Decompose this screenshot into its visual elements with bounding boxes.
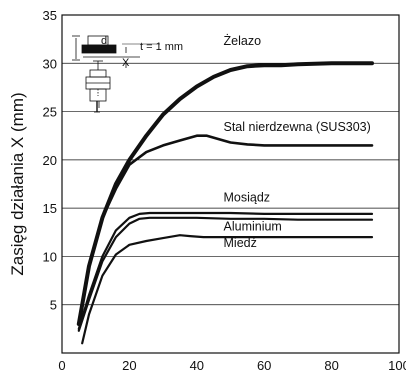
y-tick-label: 30 [43, 56, 57, 71]
x-tick-label: 60 [257, 358, 271, 373]
tick-labels: 5 10 15 20 25 30 35 0 20 40 60 80 100 [43, 8, 406, 373]
diameter-label: d [101, 35, 107, 47]
y-axis-label: Zasięg działania X (mm) [8, 92, 27, 275]
sensor-diagram [72, 35, 160, 113]
series-lines [76, 61, 374, 345]
y-tick-label: 5 [50, 298, 57, 313]
series-label: Miedź [224, 236, 257, 250]
distance-label: X [122, 57, 130, 69]
series-label: Żelazo [224, 34, 262, 48]
series-line [81, 234, 374, 345]
grid-lines [62, 62, 399, 306]
thickness-label: t = 1 mm [140, 41, 183, 53]
x-tick-label: 100 [388, 358, 406, 373]
x-tick-label: 0 [58, 358, 65, 373]
y-tick-label: 25 [43, 105, 57, 120]
plot-frame [61, 14, 400, 354]
series-line [77, 134, 374, 326]
series-line [77, 216, 374, 332]
y-tick-label: 15 [43, 201, 57, 216]
series-label: Aluminium [224, 219, 282, 233]
y-tick-label: 35 [43, 8, 57, 23]
y-tick-label: 20 [43, 153, 57, 168]
y-tick-label: 10 [43, 249, 57, 264]
series-line [77, 211, 374, 330]
series-label: Stal nierdzewna (SUS303) [224, 120, 371, 134]
series-labels: Żelazo Stal nierdzewna (SUS303) Mosiądz Alu… [224, 34, 371, 250]
x-tick-label: 80 [324, 358, 338, 373]
x-tick-label: 40 [190, 358, 204, 373]
series-label: Mosiądz [224, 191, 271, 205]
x-tick-label: 20 [122, 358, 136, 373]
series-line [76, 61, 374, 326]
